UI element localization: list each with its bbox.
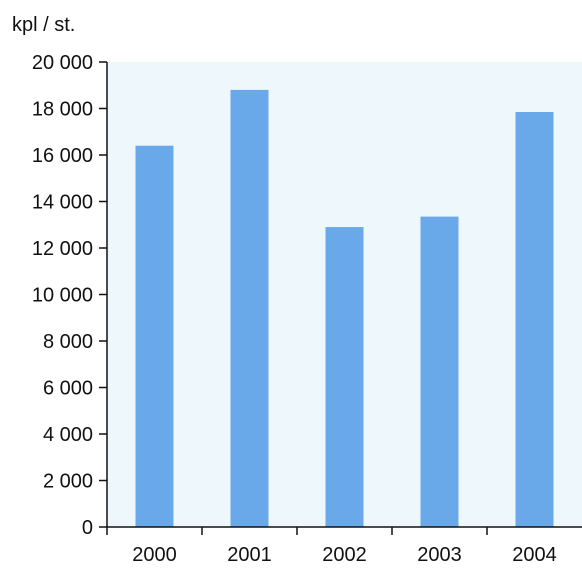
x-tick-labels: 2000 2001 2002 2003 2004 <box>132 544 557 566</box>
bar-2003 <box>420 216 459 528</box>
y-tick-label: 16 000 <box>32 145 93 167</box>
axes-group <box>99 61 582 535</box>
y-tick-label: 10 000 <box>32 285 93 307</box>
x-tick-label: 2001 <box>227 544 272 566</box>
x-tick-label: 2004 <box>512 544 557 566</box>
y-tick-label: 4 000 <box>43 424 93 446</box>
y-tick-label: 14 000 <box>32 192 93 214</box>
y-tick-label: 0 <box>82 517 93 539</box>
y-tick-label: 6 000 <box>43 378 93 400</box>
y-tick-label: 12 000 <box>32 238 93 260</box>
x-tick-label: 2002 <box>322 544 367 566</box>
bar-2004 <box>515 111 554 528</box>
y-tick-label: 8 000 <box>43 331 93 353</box>
bar-2002 <box>325 227 364 527</box>
y-tick-label: 20 000 <box>32 52 93 74</box>
y-unit-label: kpl / st. <box>12 14 75 36</box>
x-tick-label: 2000 <box>132 544 177 566</box>
bar-2000 <box>135 145 174 527</box>
bar-2001 <box>230 89 269 528</box>
y-tick-label: 2 000 <box>43 471 93 493</box>
bars-group <box>135 89 554 528</box>
x-tick-label: 2003 <box>417 544 462 566</box>
y-tick-labels: 0 2 000 4 000 6 000 8 000 10 000 12 000 14 000 1… <box>32 52 93 539</box>
y-tick-label: 18 000 <box>32 99 93 121</box>
